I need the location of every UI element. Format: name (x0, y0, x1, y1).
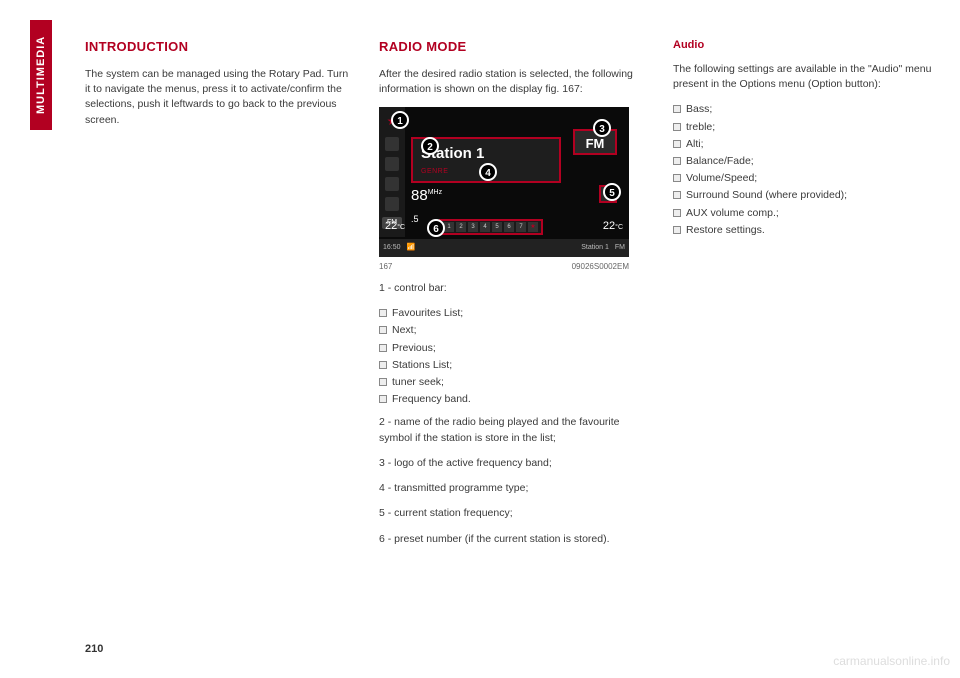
heading-radio-mode: RADIO MODE (379, 38, 649, 57)
li-text: Alti; (686, 137, 704, 152)
col-radio-mode: RADIO MODE After the desired radio stati… (379, 38, 649, 557)
desc-5: 5 - current station frequency; (379, 506, 649, 521)
figure-caption: 167 09026S0002EM (379, 261, 629, 273)
bottom-band: FM (615, 243, 625, 253)
next-icon (385, 137, 399, 151)
li-text: AUX volume comp.; (686, 206, 779, 221)
figure-code: 09026S0002EM (572, 261, 629, 273)
temp-left-unit: °C (397, 224, 405, 231)
list-item: Stations List; (379, 358, 649, 373)
bullet-icon (379, 344, 387, 352)
bullet-icon (673, 191, 681, 199)
bullet-icon (673, 226, 681, 234)
li-text: Previous; (392, 341, 436, 356)
signal-icon: 📶 (407, 243, 416, 253)
seek-icon (385, 197, 399, 211)
freq-unit: MHz (428, 189, 442, 196)
desc-6: 6 - preset number (if the current statio… (379, 532, 649, 547)
bullet-icon (379, 326, 387, 334)
col-introduction: INTRODUCTION The system can be managed u… (85, 38, 355, 557)
li-text: tuner seek; (392, 375, 444, 390)
temp-right: 22°C (603, 219, 623, 235)
li-text: Volume/Speed; (686, 171, 757, 186)
li-text: Bass; (686, 102, 712, 117)
list-item: treble; (673, 120, 943, 135)
content-columns: INTRODUCTION The system can be managed u… (85, 38, 943, 557)
preset-star: ★ (528, 222, 538, 232)
bullet-icon (673, 140, 681, 148)
preset-7: 7 (516, 222, 526, 232)
list-item: AUX volume comp.; (673, 206, 943, 221)
audio-intro: The following settings are available in … (673, 62, 943, 92)
marker-1: 1 (391, 111, 409, 129)
li-text: Next; (392, 323, 417, 338)
desc-3: 3 - logo of the active frequency band; (379, 456, 649, 471)
preset-2: 2 (456, 222, 466, 232)
list-item: Previous; (379, 341, 649, 356)
preset-bar: 1 2 3 4 5 6 7 ★ (439, 219, 543, 235)
preset-4: 4 (480, 222, 490, 232)
list-item: Next; (379, 323, 649, 338)
list-item: Frequency band. (379, 392, 649, 407)
bottom-time: 16:50 (383, 243, 401, 253)
li-text: Favourites List; (392, 306, 463, 321)
list-item: Volume/Speed; (673, 171, 943, 186)
li-text: treble; (686, 120, 715, 135)
temp-left-val: 22 (385, 220, 397, 232)
temp-right-unit: °C (615, 224, 623, 231)
list-item: Alti; (673, 137, 943, 152)
bullet-icon (673, 105, 681, 113)
desc-4: 4 - transmitted programme type; (379, 481, 649, 496)
page-number: 210 (85, 643, 103, 655)
temp-left: 22°C (385, 219, 405, 235)
intro-paragraph: The system can be managed using the Rota… (85, 67, 355, 128)
list-item: Favourites List; (379, 306, 649, 321)
bullet-icon (379, 395, 387, 403)
radio-figure: ★ FM Station 1 GENRE FM (379, 107, 629, 273)
radio-intro-paragraph: After the desired radio station is selec… (379, 67, 649, 97)
bullet-icon (673, 174, 681, 182)
li-text: Balance/Fade; (686, 154, 754, 169)
figure-number: 167 (379, 261, 392, 273)
preset-1: 1 (444, 222, 454, 232)
preset-3: 3 (468, 222, 478, 232)
preset-6: 6 (504, 222, 514, 232)
li-text: Restore settings. (686, 223, 765, 238)
col-audio: Audio The following settings are availab… (673, 38, 943, 557)
list-icon (385, 177, 399, 191)
list-item: tuner seek; (379, 375, 649, 390)
freq-main: 88 (411, 187, 428, 204)
li-text: Stations List; (392, 358, 452, 373)
marker-5: 5 (603, 183, 621, 201)
bullet-icon (379, 378, 387, 386)
heading-audio: Audio (673, 38, 943, 54)
list-item: Restore settings. (673, 223, 943, 238)
bullet-icon (673, 123, 681, 131)
bullet-icon (673, 157, 681, 165)
li-text: Surround Sound (where provided); (686, 188, 847, 203)
heading-introduction: INTRODUCTION (85, 38, 355, 57)
freq-dec: .5 (411, 214, 419, 224)
temp-right-val: 22 (603, 220, 615, 232)
desc-2: 2 - name of the radio being played and t… (379, 415, 649, 445)
station-name: Station 1 (421, 143, 551, 165)
side-tab-multimedia: MULTIMEDIA (30, 20, 52, 130)
list-intro: 1 - control bar: (379, 281, 649, 296)
prev-icon (385, 157, 399, 171)
bottom-station: Station 1 (581, 243, 609, 253)
list-item: Balance/Fade; (673, 154, 943, 169)
bullet-icon (673, 209, 681, 217)
bullet-icon (379, 309, 387, 317)
list-item: Surround Sound (where provided); (673, 188, 943, 203)
radio-screen: ★ FM Station 1 GENRE FM (379, 107, 629, 257)
li-text: Frequency band. (392, 392, 471, 407)
watermark: carmanualsonline.info (833, 654, 950, 668)
radio-bottom-bar: 16:50 📶 Station 1 FM (379, 239, 629, 257)
list-item: Bass; (673, 102, 943, 117)
preset-5: 5 (492, 222, 502, 232)
bullet-icon (379, 361, 387, 369)
